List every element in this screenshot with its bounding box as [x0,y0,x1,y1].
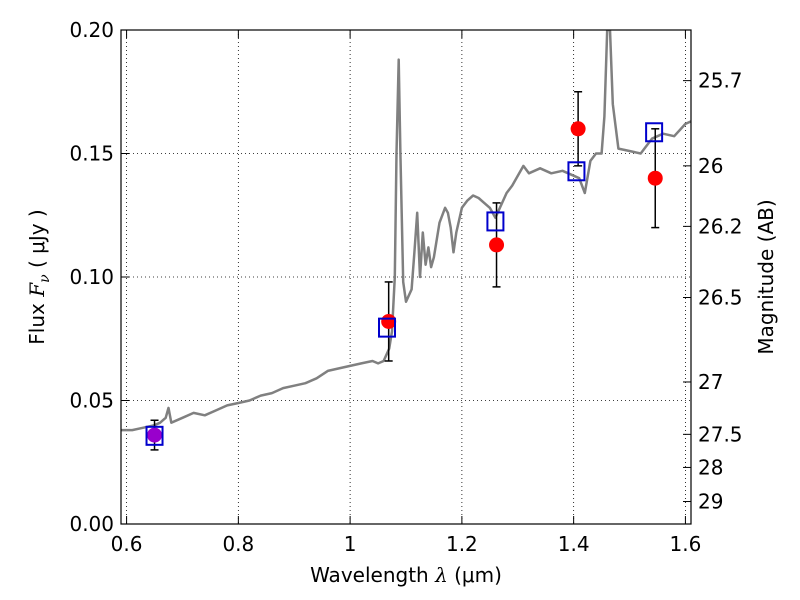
y2-axis-label: Magnitude (AB) [754,199,778,354]
synthetic-flux-square [567,161,586,182]
observed-flux-point [647,170,663,186]
x-tick-label: 1.6 [670,532,702,556]
y-tick-label: 0.05 [69,389,114,413]
synthetic-flux-square [378,317,396,338]
observed-flux-point [489,237,505,253]
x-axis-label: Wavelength λ (μm) [310,563,502,587]
y2-tick-label: 26.2 [698,214,743,238]
synthetic-flux-square [645,122,664,143]
y2-tick-label: 27 [698,370,723,394]
y2-tick-label: 28 [698,455,723,479]
x-tick-label: 0.6 [111,532,143,556]
model-spectrum-line [121,30,691,432]
y2-tick-label: 29 [698,490,723,514]
y-axis-label: Flux Fν ( μJy ) [25,209,53,344]
y-tick-label: 0.15 [69,142,114,166]
observed-flux-point [570,121,586,137]
y-tick-label: 0.10 [69,265,114,289]
y-tick-label: 0.00 [69,512,114,536]
y2-tick-label: 26 [698,154,723,178]
x-tick-label: 1.4 [558,532,590,556]
synthetic-flux-square [486,211,505,232]
y2-tick-label: 25.7 [698,69,743,93]
y2-tick-label: 27.5 [698,422,743,446]
observed-flux-point [381,313,397,329]
plot-series [121,30,691,451]
x-tick-label: 1.2 [446,532,478,556]
y2-tick-label: 26.5 [698,286,743,310]
axis-ticks: 0.6 0.8 1 1.2 1.4 1.6 0.00 0.05 0.10 0.15 0.20 25.7… [69,18,742,556]
synthetic-flux-square [145,425,164,446]
x-tick-label: 1 [344,532,357,556]
observed-flux-point [147,427,163,443]
x-tick-label: 0.8 [222,532,254,556]
y-tick-label: 0.20 [69,18,114,42]
